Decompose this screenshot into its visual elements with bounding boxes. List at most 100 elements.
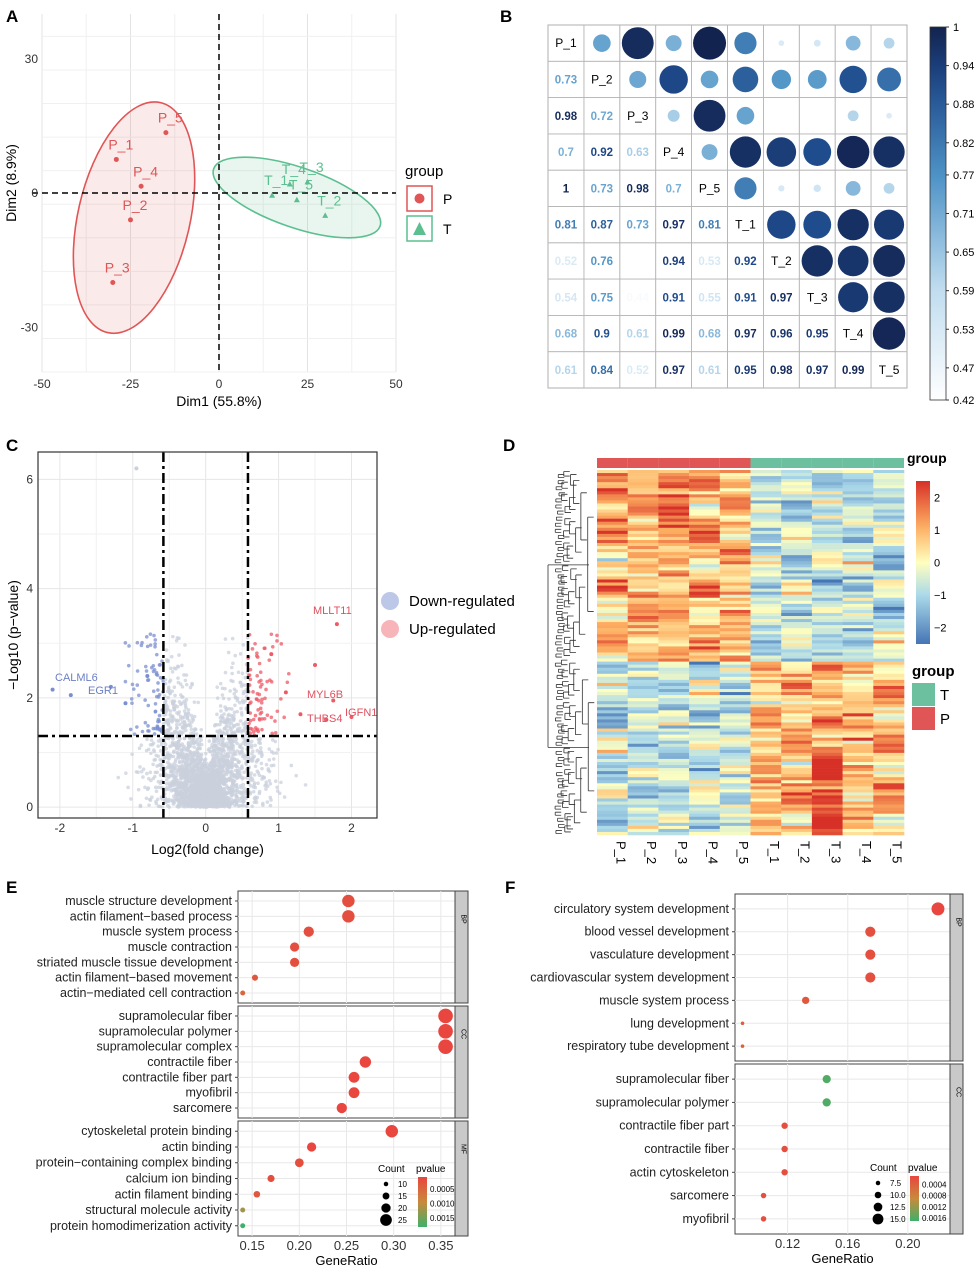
heatmap-cell: [689, 825, 721, 830]
heatmap-cell: [658, 771, 690, 775]
heatmap-cell: [689, 752, 721, 757]
heatmap-cell: [627, 758, 659, 763]
data-point: [237, 726, 242, 731]
data-point: [227, 786, 231, 791]
heatmap-cell: [811, 576, 843, 580]
data-point: [229, 784, 234, 789]
diagonal-label: T_1: [735, 218, 756, 232]
heatmap-cell: [842, 737, 874, 742]
heatmap-cell: [597, 810, 628, 815]
gene-point-CALML6: [50, 687, 55, 692]
heatmap-cell: [597, 606, 628, 611]
heatmap-cell: [781, 676, 813, 681]
heatmap-cell: [750, 731, 782, 735]
heatmap-cell: [842, 771, 874, 775]
heatmap-cell: [873, 518, 905, 523]
data-point: [209, 760, 213, 765]
correlation-circle: [693, 99, 726, 132]
heatmap-cell: [689, 494, 721, 498]
data-point: [227, 697, 231, 701]
heatmap-cell: [781, 682, 813, 687]
heatmap-cell: [627, 546, 659, 550]
data-point: [249, 784, 253, 788]
data-point: [160, 797, 165, 801]
data-point: [270, 644, 275, 649]
data-point: [255, 748, 260, 753]
correlation-circle: [734, 32, 757, 55]
term-label: striated muscle tissue development: [37, 955, 233, 969]
heatmap-cell: [719, 652, 751, 656]
data-point: [153, 644, 157, 649]
heatmap-cell: [627, 725, 659, 729]
data-point: [189, 713, 194, 718]
data-point: [226, 747, 231, 752]
term-label: protein−containing complex binding: [36, 1156, 232, 1170]
heatmap-cell: [811, 506, 843, 510]
gene-point-THBS4: [323, 717, 328, 722]
data-point: [188, 685, 193, 690]
x-tick-label: 0.35: [428, 1238, 453, 1253]
heatmap-cell: [750, 558, 782, 562]
term-label: cardiovascular system development: [530, 971, 729, 985]
heatmap-cell: [597, 473, 628, 477]
data-point: [176, 676, 180, 680]
data-point: [139, 769, 144, 774]
heatmap-cell: [597, 831, 628, 836]
heatmap-cell: [689, 746, 721, 751]
data-point: [226, 800, 231, 804]
data-point: [195, 798, 199, 803]
colorbar-tick-label: 0.53: [953, 324, 974, 336]
heatmap-cell: [627, 774, 659, 778]
heatmap-cell: [658, 698, 690, 702]
heatmap-cell: [750, 716, 782, 720]
data-point: [146, 724, 150, 728]
term-label: sarcomere: [173, 1101, 232, 1115]
data-point: [171, 802, 176, 806]
heatmap-cell: [658, 692, 690, 696]
term-dot: [342, 894, 355, 908]
data-point: [217, 790, 222, 795]
correlation-circle: [837, 245, 869, 277]
heatmap-cell: [597, 755, 628, 760]
row-dendrogram: [547, 471, 595, 834]
term-label: supramolecular fiber: [119, 1009, 232, 1023]
data-point: [238, 680, 243, 685]
data-point: [258, 670, 263, 675]
correlation-value: 1: [563, 183, 570, 195]
data-point: [145, 678, 150, 683]
data-point: [233, 730, 237, 734]
heatmap-cell: [781, 558, 813, 562]
heatmap-cell: [689, 771, 721, 775]
data-point: [137, 746, 142, 750]
data-point: [194, 805, 198, 809]
heatmap-cell: [873, 819, 905, 824]
term-dot: [865, 972, 876, 983]
heatmap-cell: [627, 682, 659, 687]
heatmap-cell: [811, 783, 843, 787]
heatmap-cell: [627, 722, 659, 726]
heatmap-cell: [658, 536, 690, 541]
heatmap-cell: [658, 609, 690, 614]
heatmap-cell: [842, 628, 874, 632]
data-point: [256, 737, 261, 742]
data-point: [243, 739, 248, 744]
heatmap-cell: [658, 558, 690, 562]
heatmap-cell: [781, 482, 813, 486]
heatmap-cell: [597, 521, 628, 526]
heatmap-cell: [719, 612, 751, 617]
heatmap-cell: [689, 521, 721, 526]
data-point: [209, 745, 214, 749]
correlation-value: 0.68: [698, 329, 721, 341]
heatmap-cell: [627, 646, 659, 650]
heatmap-cell: [873, 804, 905, 808]
data-point: [264, 687, 268, 692]
heatmap-cell: [811, 552, 843, 556]
heatmap-cell: [597, 749, 628, 754]
data-point: [151, 689, 156, 694]
heatmap-cell: [597, 609, 628, 614]
heatmap-cell: [719, 701, 751, 705]
data-point: [235, 698, 240, 703]
heatmap-cell: [811, 515, 843, 519]
heatmap-cell: [811, 710, 843, 714]
data-point: [180, 775, 184, 780]
